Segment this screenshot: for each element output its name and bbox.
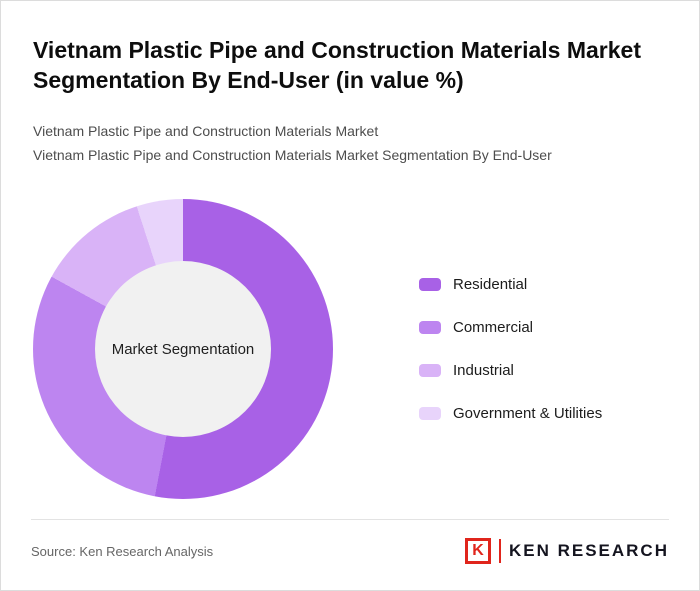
legend-label-commercial: Commercial (453, 319, 534, 337)
donut-center: Market Segmentation (95, 261, 271, 438)
chart-legend: Residential Commercial Industrial Govern… (419, 276, 602, 422)
donut-chart-wrap: Market Segmentation (33, 199, 333, 500)
legend-swatch-industrial-icon (419, 364, 441, 378)
legend-item-commercial: Commercial (419, 319, 602, 336)
logo-text: KEN RESEARCH (508, 541, 669, 560)
chart-area: Market Segmentation Residential Commerci… (1, 199, 699, 500)
legend-swatch-residential-icon (419, 278, 441, 292)
legend-item-government-utilities: Government & Utilities (419, 405, 602, 422)
subtitle-block: Vietnam Plastic Pipe and Construction Ma… (33, 120, 667, 168)
legend-item-residential: Residential (419, 276, 602, 293)
subtitle-line-1: Vietnam Plastic Pipe and Construction Ma… (33, 122, 379, 139)
logo-divider (498, 539, 501, 563)
legend-swatch-commercial-icon (419, 321, 441, 335)
legend-swatch-government-utilities-icon (419, 407, 441, 421)
page-title: Vietnam Plastic Pipe and Construction Ma… (33, 37, 641, 94)
donut-chart: Market Segmentation (33, 199, 333, 500)
footer-divider (31, 519, 669, 520)
logo-k-icon: K (464, 538, 491, 564)
donut-center-label: Market Segmentation (111, 340, 255, 358)
source-note: Source: Ken Research Analysis (31, 543, 214, 559)
legend-label-government-utilities: Government & Utilities (453, 405, 603, 423)
legend-item-industrial: Industrial (419, 362, 602, 379)
subtitle-line-2: Vietnam Plastic Pipe and Construction Ma… (33, 146, 552, 163)
ken-research-logo: K KEN RESEARCH (464, 538, 669, 564)
legend-label-industrial: Industrial (453, 362, 514, 380)
legend-label-residential: Residential (453, 276, 528, 294)
footer: Source: Ken Research Analysis K KEN RESE… (1, 519, 699, 590)
